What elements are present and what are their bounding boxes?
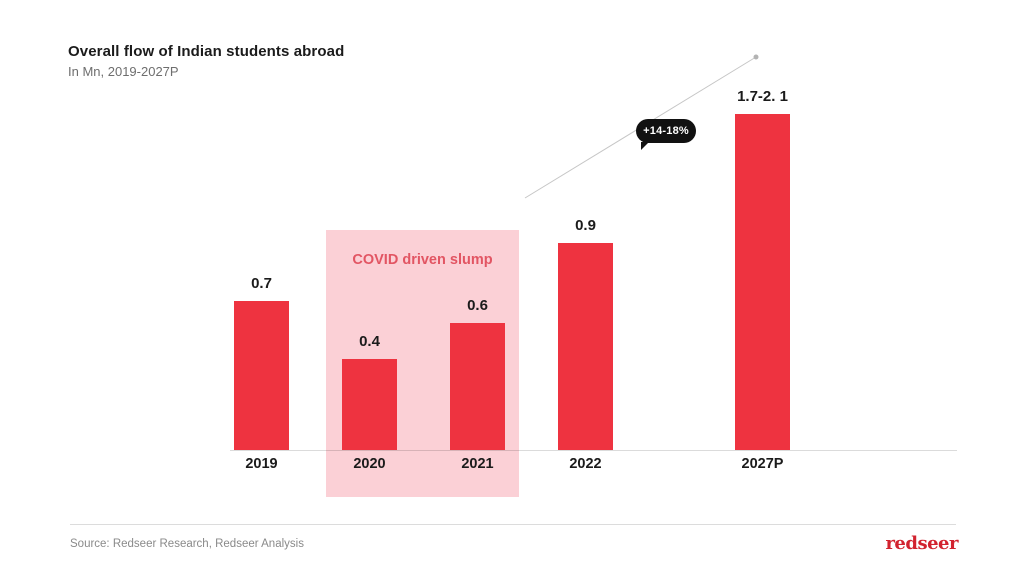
redseer-logo: redseer xyxy=(885,533,958,554)
bar-value-2027P: 1.7-2. 1 xyxy=(737,88,788,105)
chart-header: Overall flow of Indian students abroad I… xyxy=(68,43,344,79)
x-tick-2020: 2020 xyxy=(353,456,386,472)
x-tick-2027P: 2027P xyxy=(741,456,784,472)
bar-2020 xyxy=(342,359,397,450)
bar-value-2021: 0.6 xyxy=(467,297,488,314)
bar-2021 xyxy=(450,323,505,450)
x-tick-2022: 2022 xyxy=(569,456,602,472)
chart-subtitle: In Mn, 2019-2027P xyxy=(68,64,179,79)
bar-2027P xyxy=(735,114,790,450)
x-axis-line xyxy=(230,450,957,451)
chart-title: Overall flow of Indian students abroad xyxy=(68,43,345,60)
x-tick-2021: 2021 xyxy=(461,456,494,472)
trend-line-end-dot xyxy=(753,54,759,60)
bar-value-2022: 0.9 xyxy=(575,217,596,234)
bar-2019 xyxy=(234,301,289,450)
growth-rate-label: +14-18% xyxy=(643,125,689,137)
bar-2022 xyxy=(558,243,613,450)
source-note: Source: Redseer Research, Redseer Analys… xyxy=(70,538,304,550)
covid-slump-label: COVID driven slump xyxy=(352,252,493,268)
footer-divider xyxy=(70,524,956,525)
bar-value-2019: 0.7 xyxy=(251,275,272,292)
bar-value-2020: 0.4 xyxy=(359,333,380,350)
growth-rate-callout: +14-18% xyxy=(636,119,696,150)
x-tick-2019: 2019 xyxy=(245,456,278,472)
